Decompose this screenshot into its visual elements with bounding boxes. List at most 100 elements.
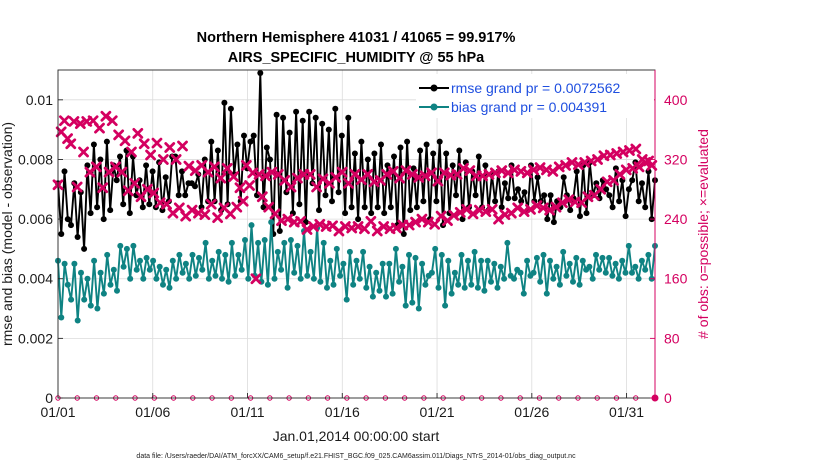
obs-evaluated-point	[467, 208, 479, 220]
obs-evaluated-point	[215, 172, 227, 184]
series-3	[52, 110, 658, 285]
series-point	[337, 272, 344, 279]
obs-evaluated-point	[221, 163, 233, 174]
series-point	[481, 287, 488, 294]
series-point	[612, 260, 619, 267]
series-point	[107, 207, 114, 214]
series-point	[645, 251, 652, 258]
obs-evaluated-point	[97, 182, 109, 194]
obs-evaluated-point	[148, 187, 160, 199]
series-point	[173, 275, 180, 282]
series-point	[320, 239, 327, 246]
obs-evaluated-point	[432, 175, 444, 187]
series-point	[317, 278, 324, 285]
series-point	[501, 180, 508, 187]
x-tick-label: 01/16	[325, 404, 360, 420]
series-point	[478, 257, 485, 264]
y2-tick-label: 240	[664, 211, 688, 227]
y2-tick-label: 400	[664, 92, 688, 108]
series-point	[350, 281, 357, 288]
series-point	[404, 138, 411, 145]
series-point	[235, 251, 242, 258]
series-point	[632, 263, 639, 270]
series-point	[163, 266, 170, 273]
series-point	[343, 296, 350, 303]
series-1	[55, 219, 658, 324]
series-point	[360, 248, 367, 255]
series-point	[160, 281, 166, 288]
series-point	[573, 168, 580, 175]
series-point	[150, 257, 157, 264]
obs-evaluated-point	[343, 177, 354, 189]
series-point	[267, 156, 273, 163]
series-point	[327, 257, 334, 264]
series-point	[488, 278, 494, 285]
series-point	[100, 290, 107, 297]
series-point	[409, 299, 416, 306]
series-point	[449, 162, 456, 169]
series-point	[94, 305, 101, 312]
series-point	[492, 198, 499, 205]
x-tick-label: 01/01	[40, 404, 75, 420]
series-point	[474, 284, 481, 291]
series-point	[435, 284, 442, 291]
series-point	[247, 138, 254, 145]
series-point	[622, 213, 629, 220]
series-point	[399, 263, 406, 270]
legend-marker-bias	[430, 103, 438, 111]
series-point	[451, 269, 458, 276]
legend-label-rmse: rmse grand pr = 0.0072562	[451, 80, 620, 96]
y-tick-label: 0.004	[18, 271, 53, 287]
series-point	[245, 275, 252, 282]
series-point	[212, 272, 219, 279]
series-point	[299, 117, 306, 124]
series-point	[143, 162, 150, 169]
grid-lines	[57, 70, 655, 398]
obs-evaluated-point	[119, 135, 131, 147]
series-point	[397, 144, 404, 151]
y2-axis-ticks: 0 80 160 240 320 400	[650, 70, 688, 406]
obs-evaluated-point	[646, 160, 658, 171]
x-tick-label: 01/11	[231, 404, 265, 420]
obs-evaluated-point	[304, 168, 316, 180]
series-point	[374, 204, 381, 211]
obs-evaluated-point	[512, 202, 524, 214]
series-point	[286, 129, 293, 136]
x-tick-label: 01/06	[135, 404, 170, 420]
obs-evaluated-point	[557, 197, 568, 209]
series-point	[130, 242, 137, 249]
obs-evaluated-point	[228, 171, 239, 182]
series-point	[94, 204, 101, 211]
series-point	[560, 248, 567, 255]
obs-evaluated-point	[525, 204, 536, 215]
series-point	[281, 239, 288, 246]
legend-box	[416, 74, 654, 118]
series-point	[307, 248, 314, 255]
obs-evaluated-point	[199, 209, 211, 221]
obs-evaluated-point	[132, 127, 144, 139]
series-point	[234, 141, 241, 148]
series-point	[400, 231, 407, 237]
series-point	[182, 260, 189, 267]
obs-evaluated-point	[62, 133, 73, 144]
series-point	[330, 281, 337, 288]
obs-evaluated-point	[173, 202, 185, 214]
series-point	[497, 263, 504, 270]
series-point	[117, 242, 124, 249]
series-point	[228, 239, 235, 246]
obs-evaluated-point	[544, 204, 556, 216]
series-point	[58, 231, 65, 237]
series-point	[448, 290, 455, 297]
series-point	[312, 114, 319, 121]
series-point	[225, 278, 232, 285]
series-point	[583, 210, 590, 217]
series-point	[280, 114, 287, 121]
plot-frame	[57, 69, 656, 399]
obs-evaluated-point	[186, 204, 198, 216]
series-point	[570, 278, 576, 285]
series-point	[179, 269, 186, 276]
series-point	[205, 275, 212, 282]
series-point	[579, 257, 586, 264]
series-point	[100, 216, 107, 223]
